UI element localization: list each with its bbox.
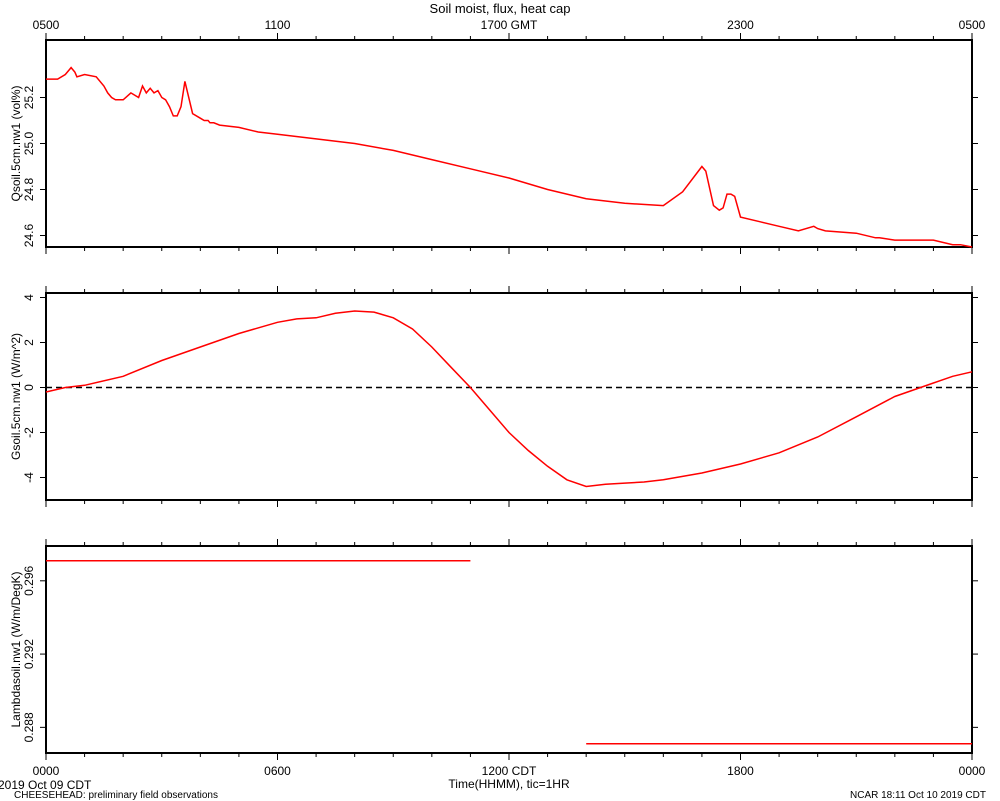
panel-2-y-tick-label: -4 bbox=[22, 472, 36, 483]
chart-title: Soil moist, flux, heat cap bbox=[430, 1, 571, 16]
footer-right: NCAR 18:11 Oct 10 2019 CDT bbox=[850, 790, 986, 801]
footer-left: CHEESEHEAD: preliminary field observatio… bbox=[14, 790, 218, 801]
panel-1-y-tick-label: 24.6 bbox=[22, 223, 36, 247]
panel-2-frame bbox=[45, 292, 973, 501]
panel-1-series-1-line bbox=[46, 66, 973, 248]
top-axis-tick-label: 1700 GMT bbox=[481, 18, 538, 32]
bottom-axis-tick-label: 0000 bbox=[959, 764, 986, 778]
panel-1-y-tick-label: 25.2 bbox=[22, 85, 36, 109]
bottom-axis-tick-label: 0000 bbox=[33, 764, 60, 778]
top-axis-tick-label: 1100 bbox=[265, 18, 291, 32]
date-label: 2019 Oct 09 CDT bbox=[0, 778, 92, 792]
panel-2-series-1-line bbox=[45, 310, 973, 488]
panel-3-frame bbox=[45, 545, 973, 754]
x-axis-label: Time(HHMM), tic=1HR bbox=[448, 777, 570, 791]
top-axis-tick-label: 0500 bbox=[33, 18, 60, 32]
panel-3-y-tick-label: 0.292 bbox=[22, 639, 36, 669]
panel-1-frame bbox=[45, 39, 973, 248]
panel-1-y-tick-label: 24.8 bbox=[22, 177, 36, 201]
panel-1-y-tick-label: 25.0 bbox=[22, 131, 36, 155]
bottom-axis-tick-label: 1800 bbox=[727, 764, 754, 778]
panel-3-y-tick-label: 0.288 bbox=[22, 712, 36, 742]
panel-2-y-tick-label: 2 bbox=[22, 339, 36, 346]
panel-2-y-tick-label: 4 bbox=[22, 294, 36, 301]
panel-3-y-axis-label: Lambdasoil.nw1 (W/m/DegK) bbox=[9, 571, 23, 727]
bottom-axis-tick-label: 0600 bbox=[264, 764, 291, 778]
panel-2-y-tick-label: 0 bbox=[22, 384, 36, 391]
bottom-axis-tick-label: 1200 CDT bbox=[482, 764, 537, 778]
panel-3-y-tick-label: 0.296 bbox=[22, 565, 36, 595]
top-axis-tick-label: 0500 bbox=[959, 18, 986, 32]
panel-1-y-axis-label: Qsoil.5cm.nw1 (vol%) bbox=[9, 85, 23, 201]
top-axis-tick-label: 2300 bbox=[727, 18, 754, 32]
panel-2-y-axis-label: Gsoil.5cm.nw1 (W/m^2) bbox=[9, 333, 23, 460]
panel-2-y-tick-label: -2 bbox=[22, 427, 36, 438]
